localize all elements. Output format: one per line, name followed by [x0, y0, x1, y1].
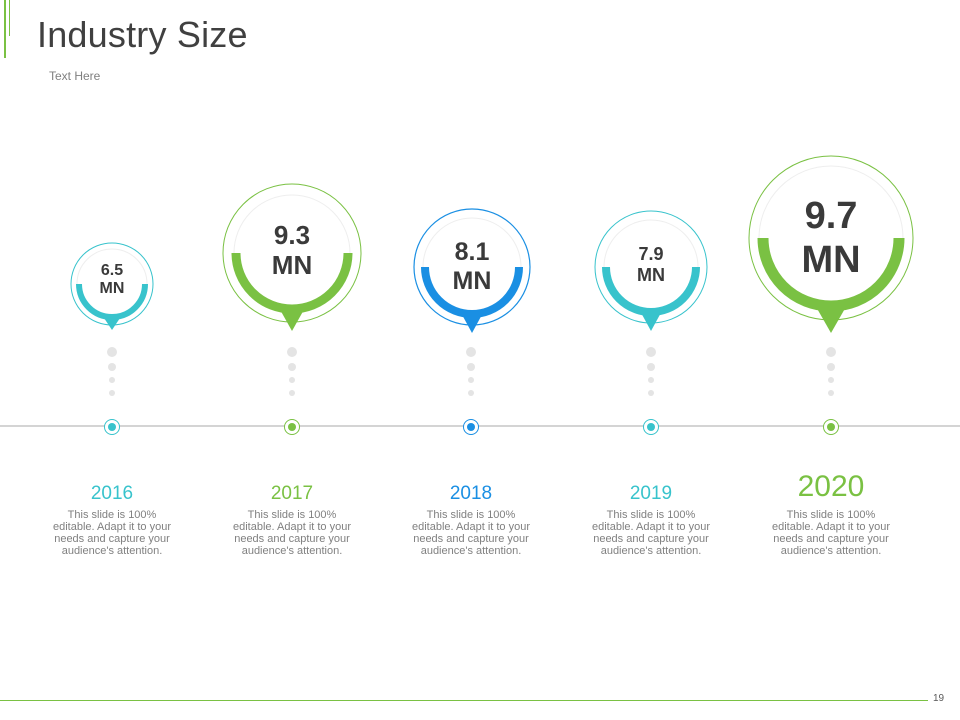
- timeline-node: [463, 419, 479, 435]
- marker-pin-icon: [222, 183, 362, 331]
- value-number: 7.9: [638, 244, 664, 264]
- value-marker: 8.1 MN: [413, 208, 531, 341]
- page-number: 19: [933, 693, 945, 704]
- value-marker: 9.7 MN: [748, 155, 914, 340]
- value-unit: MN: [801, 238, 861, 281]
- marker-pin-icon: [413, 208, 531, 333]
- timeline-node: [643, 419, 659, 435]
- year-label: 2017: [270, 483, 314, 504]
- marker-pin-icon: [594, 210, 708, 331]
- year-label: 2019: [629, 483, 673, 504]
- value-marker: 7.9 MN: [594, 210, 708, 339]
- description: This slide is 100% editable. Adapt it to…: [52, 509, 172, 557]
- slide-title: Industry Size: [37, 14, 248, 55]
- slide-subtitle: Text Here: [49, 69, 101, 83]
- value-unit: MN: [271, 249, 313, 280]
- value-unit: MN: [452, 266, 492, 295]
- value-marker: 9.3 MN: [222, 183, 362, 338]
- marker-pin-icon: [70, 242, 154, 330]
- timeline-node: [104, 419, 120, 435]
- value-number: 8.1: [454, 238, 490, 266]
- value-unit: MN: [637, 264, 665, 285]
- title-accent-bar: [4, 0, 6, 58]
- year-label: 2020: [797, 470, 865, 503]
- footer-line: [0, 700, 928, 701]
- description: This slide is 100% editable. Adapt it to…: [232, 509, 352, 557]
- value-number: 9.3: [273, 220, 311, 250]
- value-number: 9.7: [804, 195, 858, 237]
- value-number: 6.5: [100, 262, 124, 279]
- title-accent-bar-thin: [9, 0, 10, 36]
- year-label: 2016: [90, 483, 134, 504]
- timeline-node: [284, 419, 300, 435]
- description: This slide is 100% editable. Adapt it to…: [411, 509, 531, 557]
- value-marker: 6.5 MN: [70, 242, 154, 339]
- timeline-line: [0, 425, 960, 427]
- value-unit: MN: [99, 280, 125, 298]
- marker-pin-icon: [748, 155, 914, 333]
- description: This slide is 100% editable. Adapt it to…: [771, 509, 891, 557]
- year-label: 2018: [449, 483, 493, 504]
- description: This slide is 100% editable. Adapt it to…: [591, 509, 711, 557]
- timeline-node: [823, 419, 839, 435]
